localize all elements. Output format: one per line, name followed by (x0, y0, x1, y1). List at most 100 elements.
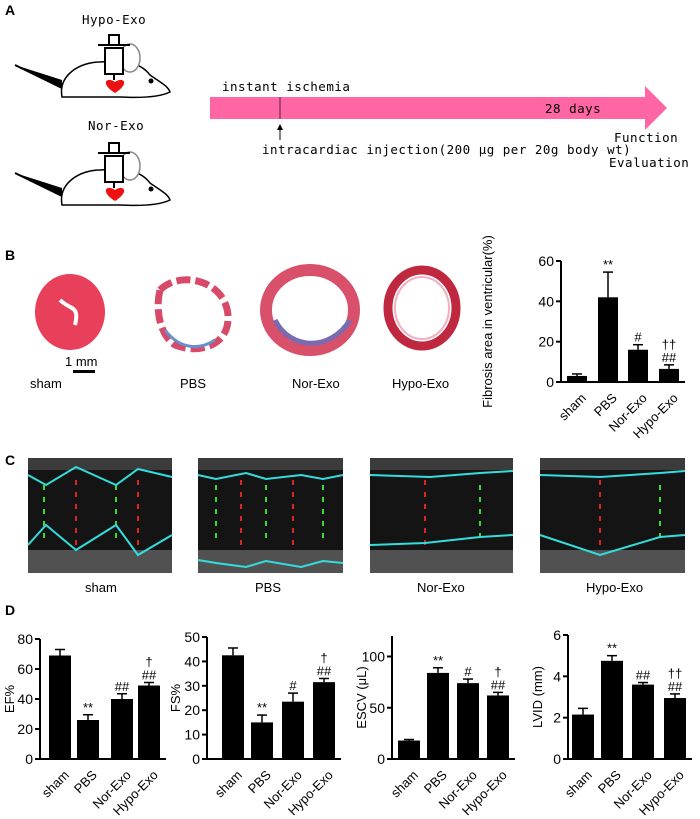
bar-sham (222, 655, 244, 759)
significance-mark: ## (491, 677, 506, 692)
significance-mark: ## (668, 679, 683, 694)
section-label: Nor-Exo (292, 376, 340, 391)
y-tick-label: 40 (184, 653, 200, 669)
echo-label: sham (85, 580, 117, 595)
y-axis-label: EF% (2, 684, 17, 713)
bar-hypo-exo (659, 368, 679, 382)
bar-nor-exo (111, 699, 133, 759)
x-tick-label: sham (212, 767, 245, 800)
chart-fs: 01020304050FS%sham**PBS#Nor-Exo##†Hypo-E… (168, 629, 341, 818)
bar-hypo-exo (138, 685, 160, 759)
significance-mark: †† (662, 337, 676, 352)
y-tick-label: 0 (192, 751, 200, 767)
x-tick-label: PBS (71, 767, 100, 796)
significance-mark: ** (257, 700, 267, 715)
wall-trace (27, 465, 173, 487)
wall-trace (197, 471, 344, 481)
significance-mark: ## (142, 668, 157, 683)
echo-image-pbs (197, 458, 344, 573)
significance-mark: † (494, 664, 501, 679)
panel-label-b: B (5, 247, 16, 263)
bar-sham (49, 655, 71, 759)
echo-label: Hypo-Exo (586, 580, 644, 595)
y-tick-label: 60 (17, 661, 33, 677)
injection-note: intracardiac injection(200 μg per 20g bo… (262, 142, 632, 157)
heart-section-nor-exo (260, 264, 360, 356)
wall-trace (197, 559, 344, 569)
bar-nor-exo (628, 349, 648, 382)
y-tick-label: 0 (553, 751, 561, 767)
y-tick-label: 0 (546, 374, 554, 390)
significance-mark: †† (668, 666, 682, 681)
y-axis-label: FS% (168, 683, 183, 712)
significance-mark: ## (636, 668, 651, 683)
section-label: PBS (180, 376, 207, 391)
y-tick-label: 30 (184, 678, 200, 694)
group-label-nor: Nor-Exo (88, 118, 145, 133)
wall-trace (539, 534, 686, 557)
significance-mark: # (464, 664, 472, 679)
endpoint-label-2: Evaluation (609, 155, 690, 170)
y-tick-label: 60 (538, 253, 554, 269)
y-axis-label: ESCV (μL) (354, 666, 369, 728)
y-tick-label: 4 (553, 668, 561, 684)
section-label: sham (30, 376, 62, 391)
wall-trace (539, 470, 686, 479)
significance-mark: ** (433, 653, 443, 668)
panel-label-c: C (5, 452, 16, 468)
wall-trace (369, 470, 514, 479)
y-axis-label: Fibrosis area in ventricular(%) (480, 235, 495, 408)
echo-label: Nor-Exo (417, 580, 465, 595)
x-tick-label: sham (388, 767, 421, 800)
significance-mark: ## (115, 679, 130, 694)
timeline-duration-label: 28 days (545, 101, 602, 116)
echo-images (27, 458, 686, 573)
y-tick-label: 40 (538, 293, 554, 309)
y-tick-label: 80 (17, 631, 33, 647)
y-tick-label: 0 (377, 751, 385, 767)
y-tick-label: 20 (184, 702, 200, 718)
panel-label-d: D (5, 602, 16, 618)
significance-mark: † (320, 650, 327, 665)
panel-a-diagram (14, 34, 667, 207)
echo-image-hypo-exo (539, 458, 686, 573)
x-tick-label: sham (562, 767, 595, 800)
heart-section-hypo-exo (383, 265, 461, 351)
endpoint-label-1: Function (614, 130, 679, 145)
heart-section-pbs (154, 276, 232, 353)
panel-label-a: A (5, 2, 16, 18)
bar-nor-exo (282, 701, 304, 759)
y-tick-label: 0 (25, 751, 33, 767)
wall-trace (27, 523, 173, 557)
section-label: Hypo-Exo (392, 376, 450, 391)
timeline-arrow (210, 86, 667, 140)
y-tick-label: 50 (369, 700, 385, 716)
significance-mark: # (634, 330, 642, 345)
bar-pbs (427, 672, 449, 759)
bar-hypo-exo (664, 698, 686, 759)
bar-pbs (601, 660, 623, 759)
echo-image-nor-exo (369, 458, 514, 573)
group-label-hypo: Hypo-Exo (82, 12, 147, 27)
y-axis-label: LVID (mm) (530, 666, 545, 728)
heart-section-sham (35, 274, 105, 350)
y-tick-label: 20 (17, 721, 33, 737)
x-tick-label: sham (556, 390, 589, 423)
y-tick-label: 50 (184, 629, 200, 645)
significance-mark: ** (83, 700, 93, 715)
y-tick-label: 100 (362, 649, 386, 665)
mouse-syringe-icon (14, 34, 171, 207)
scale-bar-label: 1 mm (65, 354, 98, 369)
significance-mark: ## (317, 663, 332, 678)
bar-pbs (251, 722, 273, 759)
bar-hypo-exo (313, 682, 335, 759)
timeline-start-label: instant ischemia (222, 79, 351, 94)
chart-fibrosis: 0 20 40 60 Fibrosis area in ventricular(%) sh… (480, 235, 685, 441)
echo-label: PBS (255, 580, 282, 595)
y-tick-label: 40 (17, 691, 33, 707)
bar-pbs (77, 720, 99, 759)
significance-mark: ** (603, 257, 613, 272)
bar-sham (398, 740, 420, 759)
